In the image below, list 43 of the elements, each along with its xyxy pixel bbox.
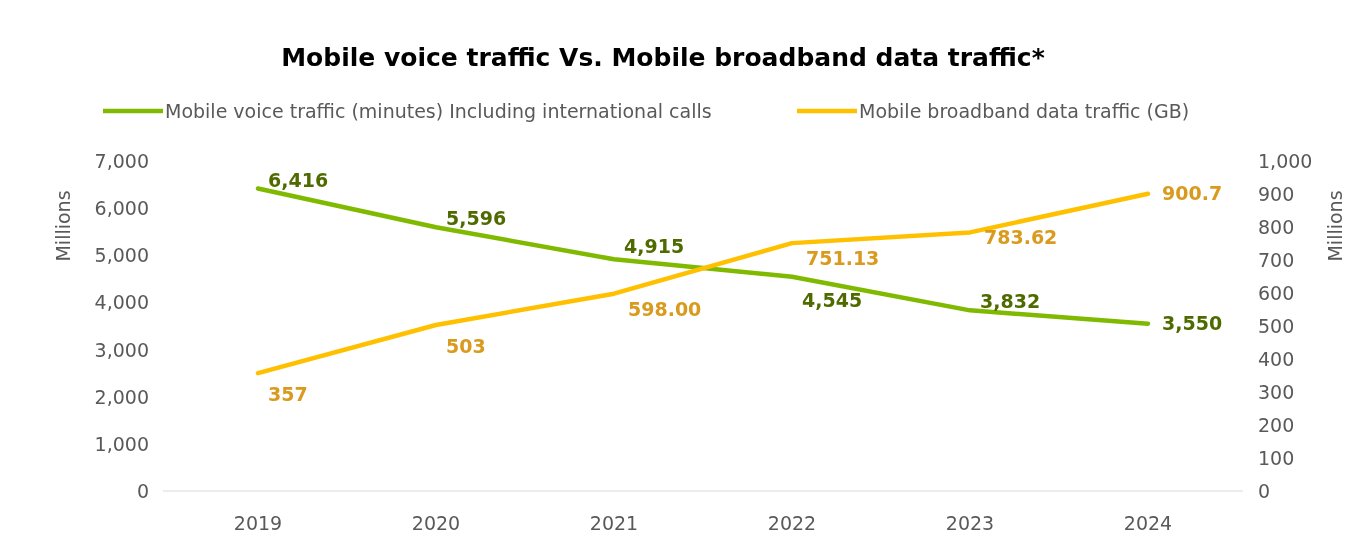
y2-tick-label: 500 (1258, 315, 1295, 337)
data-label: 4,915 (624, 235, 685, 258)
legend-label: Mobile broadband data traffic (GB) (859, 100, 1190, 122)
line-series (255, 191, 1151, 376)
y2-tick-label: 1,000 (1258, 150, 1313, 172)
y2-tick-label: 900 (1258, 183, 1295, 205)
y-tick-label: 2,000 (94, 385, 149, 408)
data-label: 900.7 (1162, 181, 1223, 204)
x-tick-label: 2020 (411, 512, 461, 534)
y2-tick-label: 400 (1258, 348, 1295, 370)
data-label: 598.00 (628, 297, 702, 320)
y2-tick-label: 200 (1258, 414, 1295, 436)
y2-axis-title: Millions (1324, 190, 1346, 262)
x-tick-label: 2022 (767, 512, 817, 534)
y-tick-label: 5,000 (94, 244, 149, 267)
data-label: 3,550 (1162, 311, 1223, 334)
data-label: 783.62 (984, 226, 1058, 249)
data-label: 4,545 (802, 288, 863, 311)
data-label: 503 (446, 335, 486, 358)
chart-title: Mobile voice traffic Vs. Mobile broadband data traffic* (281, 43, 1045, 72)
x-tick-label: 2019 (233, 512, 283, 534)
y-tick-label: 4,000 (94, 291, 149, 314)
y-tick-label: 0 (136, 480, 149, 502)
y2-tick-label: 0 (1258, 480, 1271, 502)
y-tick-label: 1,000 (94, 432, 149, 455)
x-tick-label: 2021 (589, 512, 639, 534)
data-label: 3,832 (980, 290, 1041, 313)
y2-tick-label: 300 (1258, 381, 1295, 403)
legend-label: Mobile voice traffic (minutes) Including international calls (165, 100, 712, 122)
data-label: 5,596 (446, 207, 507, 230)
y2-tick-label: 600 (1258, 282, 1295, 304)
data-label: 751.13 (806, 247, 880, 270)
data-label: 357 (268, 383, 308, 406)
y2-tick-label: 700 (1258, 249, 1295, 271)
x-tick-label: 2024 (1123, 512, 1173, 534)
y-tick-label: 3,000 (94, 338, 149, 361)
y-tick-label: 6,000 (94, 197, 149, 220)
y2-tick-label: 100 (1258, 447, 1295, 469)
y-tick-label: 7,000 (94, 150, 149, 172)
y-axis-title: Millions (52, 190, 74, 262)
x-tick-label: 2023 (945, 512, 995, 534)
data-label: 6,416 (268, 168, 329, 191)
y2-tick-label: 800 (1258, 216, 1295, 238)
